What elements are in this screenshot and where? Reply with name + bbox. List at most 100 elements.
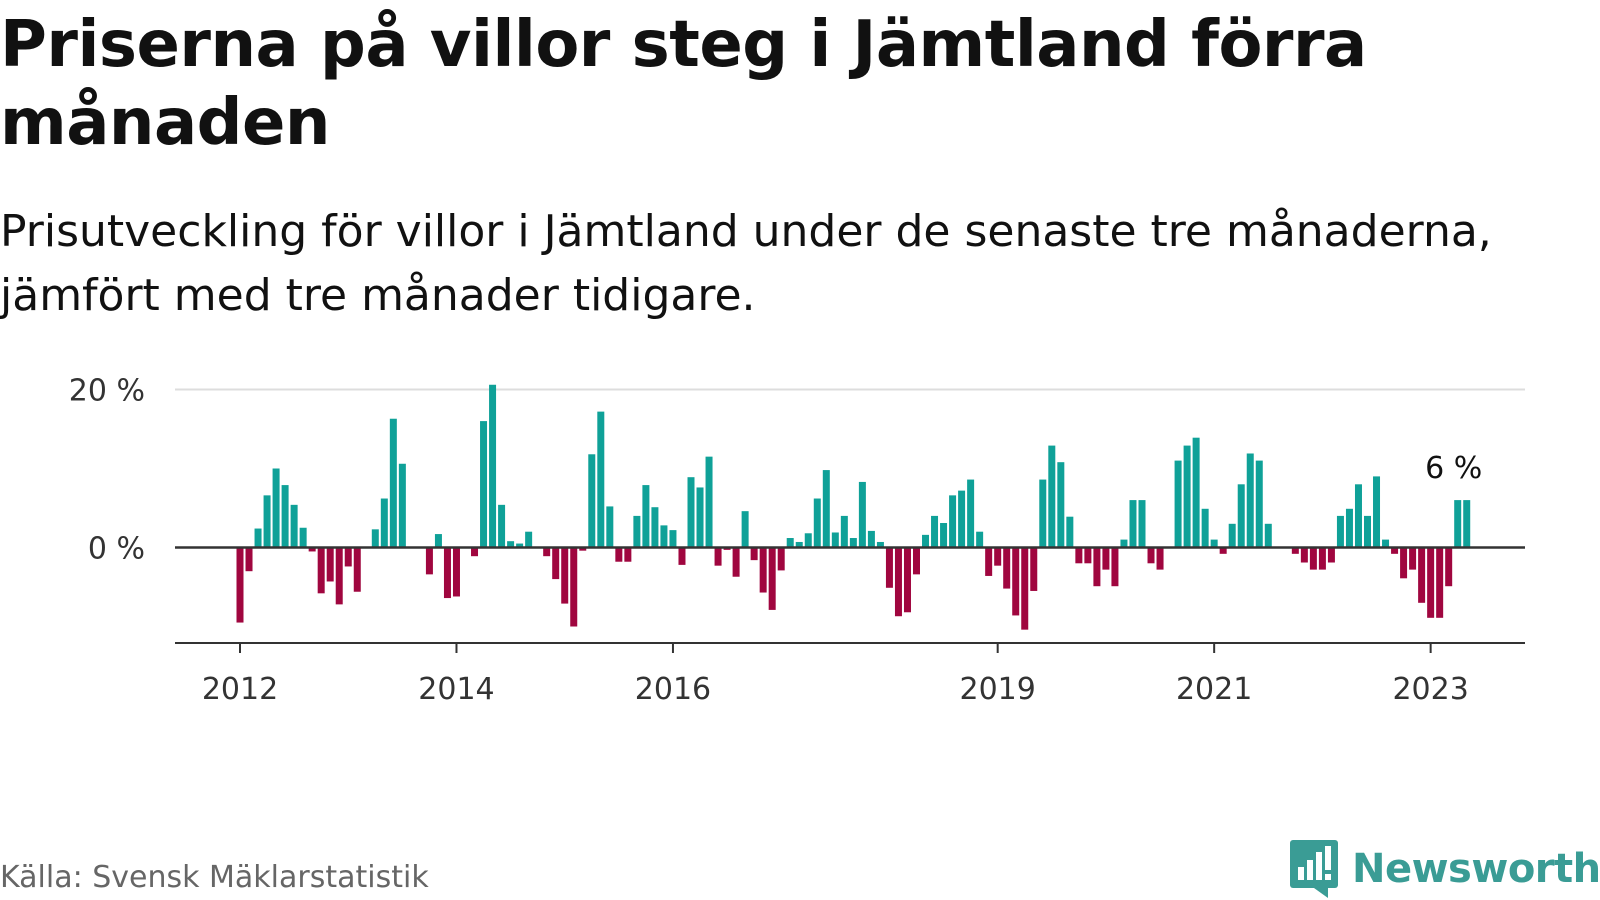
- brand-logo: Newsworthy: [1290, 840, 1600, 898]
- bar: [804, 533, 812, 548]
- bar: [507, 541, 515, 548]
- bar: [579, 547, 587, 551]
- bar: [498, 504, 506, 548]
- bar: [1066, 516, 1074, 548]
- bar: [353, 547, 361, 592]
- bar: [525, 531, 533, 548]
- y-tick-label: 0 %: [88, 532, 145, 567]
- bar: [1030, 547, 1038, 591]
- bar: [876, 541, 884, 548]
- bar: [1021, 547, 1029, 630]
- bar: [597, 411, 605, 548]
- bar: [606, 506, 614, 548]
- bar: [1345, 508, 1353, 548]
- bar: [371, 529, 379, 548]
- x-tick-label: 2014: [418, 672, 494, 707]
- bar-chart: 0 % 20 % 2012 2014 2016 2019 2021 2023 6 %: [69, 374, 1525, 707]
- bar: [1156, 547, 1164, 570]
- bar: [516, 543, 524, 548]
- bar: [615, 547, 623, 562]
- bar: [786, 538, 794, 548]
- bar: [570, 547, 578, 627]
- bar: [471, 547, 479, 557]
- bar: [1354, 484, 1362, 548]
- bar: [940, 523, 948, 548]
- bar: [1111, 547, 1119, 587]
- bar: [561, 547, 569, 604]
- bar: [480, 421, 488, 548]
- bar: [1264, 523, 1272, 548]
- bar: [831, 532, 839, 548]
- bar: [1084, 547, 1092, 564]
- x-tick-label: 2021: [1176, 672, 1252, 707]
- bar: [281, 485, 289, 548]
- bar: [985, 547, 993, 576]
- bar: [678, 547, 686, 565]
- bar: [822, 470, 830, 548]
- bar: [931, 515, 939, 548]
- source-note: Källa: Svensk Mäklarstatistik: [0, 860, 429, 895]
- bar: [1138, 500, 1146, 548]
- bar: [696, 487, 704, 548]
- bar: [624, 547, 632, 562]
- bar: [651, 507, 659, 548]
- x-tick-label: 2016: [635, 672, 711, 707]
- bar: [344, 547, 352, 567]
- bar: [254, 528, 262, 548]
- bar: [290, 504, 298, 548]
- newsworthy-logo-icon: [1290, 840, 1338, 898]
- bar: [1382, 539, 1390, 548]
- bar: [1255, 460, 1263, 548]
- bar: [777, 547, 785, 571]
- bar: [299, 527, 307, 548]
- chart-title: Priserna på villor steg i Jämtland förra…: [0, 8, 1367, 160]
- bar: [1120, 539, 1128, 548]
- bar: [1075, 547, 1083, 564]
- bar: [976, 531, 984, 548]
- bar: [1183, 445, 1191, 548]
- bar: [398, 463, 406, 548]
- bar: [922, 534, 930, 548]
- bar: [1336, 515, 1344, 548]
- chart-subtitle: Prisutveckling för villor i Jämtland und…: [0, 206, 1492, 321]
- bar: [1048, 445, 1056, 548]
- bar: [1445, 547, 1453, 587]
- bar: [1400, 547, 1408, 579]
- bar: [669, 530, 677, 548]
- bar: [489, 384, 497, 548]
- bar: [741, 511, 749, 548]
- bar: [308, 547, 316, 552]
- bar: [705, 456, 713, 548]
- bar: [1436, 547, 1444, 618]
- bar: [317, 547, 325, 594]
- bar: [867, 530, 875, 548]
- bar: [380, 498, 388, 548]
- bar: [1228, 523, 1236, 548]
- bar: [326, 547, 334, 582]
- bar: [768, 547, 776, 610]
- bar: [452, 547, 460, 597]
- bar: [714, 547, 722, 566]
- bar: [434, 534, 442, 548]
- bar: [1039, 479, 1047, 548]
- bar: [949, 495, 957, 548]
- bar: [813, 498, 821, 548]
- bar: [1201, 508, 1209, 548]
- bar: [840, 515, 848, 548]
- bar: [443, 547, 451, 599]
- bar: [425, 547, 433, 575]
- bar: [263, 495, 271, 548]
- bar: [1093, 547, 1101, 587]
- brand-name: Newsworthy: [1352, 846, 1600, 892]
- bar: [1129, 500, 1137, 548]
- bar: [913, 547, 920, 575]
- bar: [1327, 547, 1335, 563]
- bar: [885, 547, 893, 588]
- bar: [543, 547, 551, 557]
- x-tick-label: 2012: [202, 672, 278, 707]
- bar: [660, 525, 668, 548]
- bar: [245, 547, 253, 572]
- bar: [958, 490, 966, 548]
- bar: [858, 481, 866, 548]
- bar: [1300, 547, 1308, 563]
